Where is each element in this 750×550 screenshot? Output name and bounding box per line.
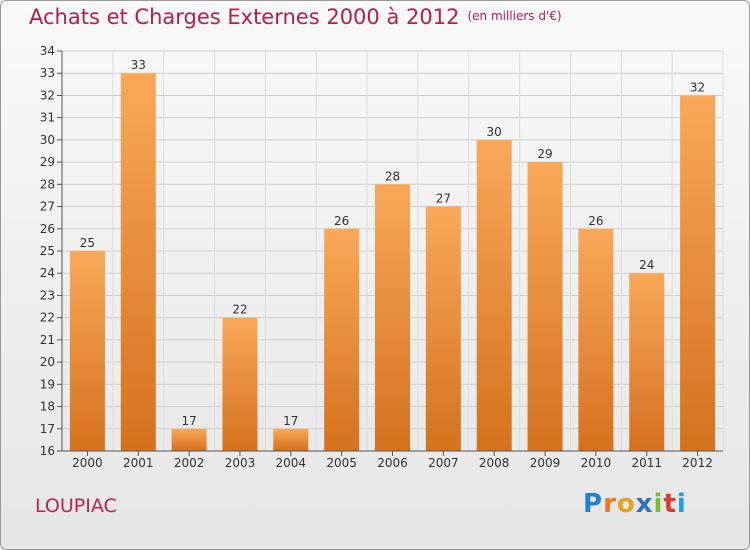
y-tick-label: 23 — [40, 288, 55, 302]
x-tick-label: 2011 — [631, 456, 662, 470]
data-label: 29 — [537, 147, 552, 161]
data-label: 17 — [181, 414, 196, 428]
y-tick-label: 20 — [40, 355, 55, 369]
chart-unit: (en milliers d'€) — [467, 9, 562, 23]
bar — [120, 73, 156, 451]
logo-letter: i — [653, 489, 664, 519]
commune-name: LOUPIAC — [35, 495, 117, 517]
bar — [527, 162, 563, 451]
x-tick-label: 2012 — [682, 456, 713, 470]
proxiti-logo[interactable]: Proxiti — [583, 489, 687, 519]
y-tick-label: 31 — [40, 111, 55, 125]
y-tick-label: 25 — [40, 244, 55, 258]
x-tick-label: 2001 — [123, 456, 154, 470]
data-label: 26 — [334, 214, 349, 228]
y-tick-label: 32 — [40, 88, 55, 102]
bar — [629, 273, 665, 451]
data-label: 25 — [80, 236, 95, 250]
x-tick-label: 2003 — [225, 456, 256, 470]
data-label: 17 — [283, 414, 298, 428]
x-tick-label: 2010 — [581, 456, 612, 470]
y-tick-label: 26 — [40, 222, 55, 236]
logo-letter: t — [663, 489, 677, 519]
y-tick-label: 16 — [40, 444, 55, 458]
y-tick-label: 22 — [40, 311, 55, 325]
bar — [273, 428, 309, 451]
y-tick-label: 29 — [40, 155, 55, 169]
logo-letter: r — [603, 489, 617, 519]
bar — [375, 184, 410, 452]
chart-title: Achats et Charges Externes 2000 à 2012 (e… — [29, 5, 562, 29]
data-label: 28 — [385, 169, 400, 183]
logo-letter: o — [616, 489, 636, 519]
chart-title-text: Achats et Charges Externes 2000 à 2012 — [29, 5, 460, 29]
y-tick-label: 24 — [40, 266, 55, 280]
data-label: 33 — [131, 58, 146, 72]
x-tick-label: 2004 — [276, 456, 307, 470]
x-tick-label: 2008 — [479, 456, 510, 470]
y-tick-label: 17 — [40, 422, 55, 436]
y-tick-label: 34 — [40, 44, 55, 58]
y-tick-label: 30 — [40, 133, 55, 147]
x-tick-label: 2009 — [530, 456, 561, 470]
x-tick-label: 2006 — [377, 456, 408, 470]
x-tick-label: 2000 — [72, 456, 103, 470]
data-label: 32 — [690, 80, 705, 94]
x-tick-label: 2007 — [428, 456, 459, 470]
data-label: 22 — [232, 303, 247, 317]
bar — [425, 206, 461, 451]
y-tick-label: 21 — [40, 333, 55, 347]
data-label: 24 — [639, 258, 654, 272]
bar — [324, 228, 360, 451]
y-tick-label: 33 — [40, 66, 55, 80]
bar — [69, 251, 105, 451]
data-label: 27 — [436, 192, 451, 206]
bar — [222, 317, 258, 451]
y-tick-label: 18 — [40, 400, 55, 414]
logo-letter: i — [676, 489, 687, 519]
bar — [476, 139, 512, 451]
bar — [171, 428, 207, 451]
logo-letter: P — [583, 489, 604, 519]
x-tick-label: 2005 — [326, 456, 357, 470]
data-label: 30 — [487, 125, 502, 139]
x-tick-label: 2002 — [174, 456, 205, 470]
y-tick-label: 27 — [40, 200, 55, 214]
bar — [680, 95, 716, 451]
y-tick-label: 19 — [40, 377, 55, 391]
data-label: 26 — [588, 214, 603, 228]
logo-letter: x — [635, 489, 654, 519]
bar — [578, 228, 614, 451]
y-tick-label: 28 — [40, 177, 55, 191]
